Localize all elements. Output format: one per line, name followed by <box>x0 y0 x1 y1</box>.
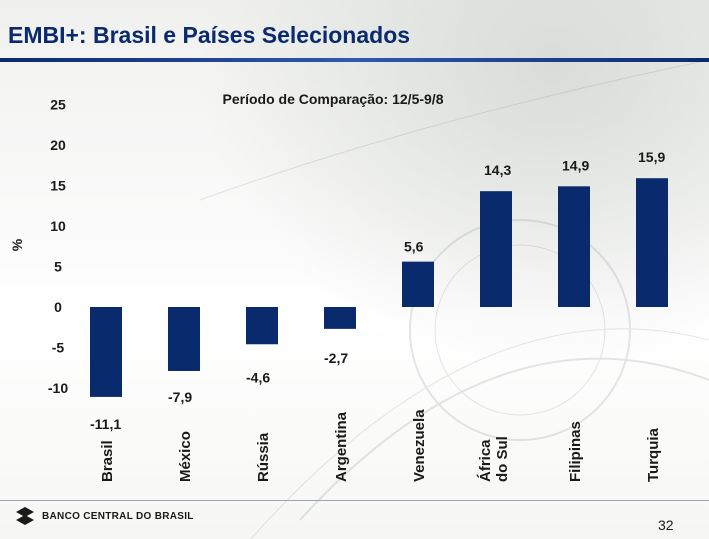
category-label-line: Turquia <box>645 427 662 482</box>
bank-name: BANCO CENTRAL DO BRASIL <box>42 510 194 522</box>
category-label: Rússia <box>255 432 272 482</box>
bar <box>324 307 356 329</box>
footer-rule <box>0 500 709 501</box>
y-tick-label: 20 <box>50 137 66 153</box>
y-tick-label: 5 <box>54 259 62 275</box>
category-label-line: México <box>177 431 194 482</box>
y-tick-label: -5 <box>52 340 65 356</box>
category-label-line: Venezuela <box>411 409 428 482</box>
y-axis-label: % <box>9 238 25 251</box>
y-axis-ticks: 25 20 15 10 5 0 -5 -10 <box>48 97 68 397</box>
category-label: Turquia <box>645 427 662 482</box>
slide-title: EMBI+: Brasil e Países Selecionados <box>8 22 411 48</box>
data-label: 14,3 <box>484 162 511 178</box>
data-label: -2,7 <box>324 350 348 366</box>
bank-logo: BANCO CENTRAL DO BRASIL <box>14 505 194 527</box>
category-label: Filipinas <box>567 421 584 482</box>
bar <box>480 191 512 307</box>
bar <box>168 307 200 371</box>
page-number: 32 <box>658 517 674 533</box>
data-labels: -11,1 -7,9 -4,6 -2,7 5,6 14,3 14,9 15,9 <box>90 149 665 432</box>
bars <box>90 178 668 397</box>
category-labels: Brasil México Rússia Argentina Venezuela Áfri… <box>99 409 662 482</box>
title-underline <box>0 58 709 62</box>
data-label: -7,9 <box>168 389 192 405</box>
category-label-line: Filipinas <box>567 421 584 482</box>
bar <box>558 186 590 307</box>
category-label-line: Argentina <box>333 411 350 482</box>
category-label: México <box>177 431 194 482</box>
category-label: África do Sul <box>477 436 511 482</box>
y-tick-label: 10 <box>50 218 66 234</box>
category-label: Venezuela <box>411 409 428 482</box>
category-label: Brasil <box>99 440 116 482</box>
data-label: 5,6 <box>404 239 424 255</box>
bar <box>402 261 434 307</box>
y-tick-label: 15 <box>50 178 66 194</box>
category-label-line: Rússia <box>255 432 272 482</box>
bar <box>246 307 278 345</box>
y-tick-label: 0 <box>54 299 62 315</box>
data-label: 15,9 <box>638 149 665 165</box>
category-label-line: Brasil <box>99 440 116 482</box>
y-tick-label: 25 <box>50 97 66 113</box>
bar <box>90 307 122 397</box>
bank-logo-icon <box>16 507 34 525</box>
chart-subtitle: Período de Comparação: 12/5-9/8 <box>223 91 444 107</box>
data-label: -11,1 <box>90 416 121 432</box>
bar <box>636 178 668 307</box>
category-label: Argentina <box>333 411 350 482</box>
category-label-line: África <box>477 439 494 482</box>
data-label: -4,6 <box>246 369 270 385</box>
category-label-line: do Sul <box>494 436 511 482</box>
bar-chart: Período de Comparação: 12/5-9/8 % 25 20 15… <box>9 91 668 482</box>
y-tick-label: -10 <box>48 380 68 396</box>
data-label: 14,9 <box>562 157 589 173</box>
